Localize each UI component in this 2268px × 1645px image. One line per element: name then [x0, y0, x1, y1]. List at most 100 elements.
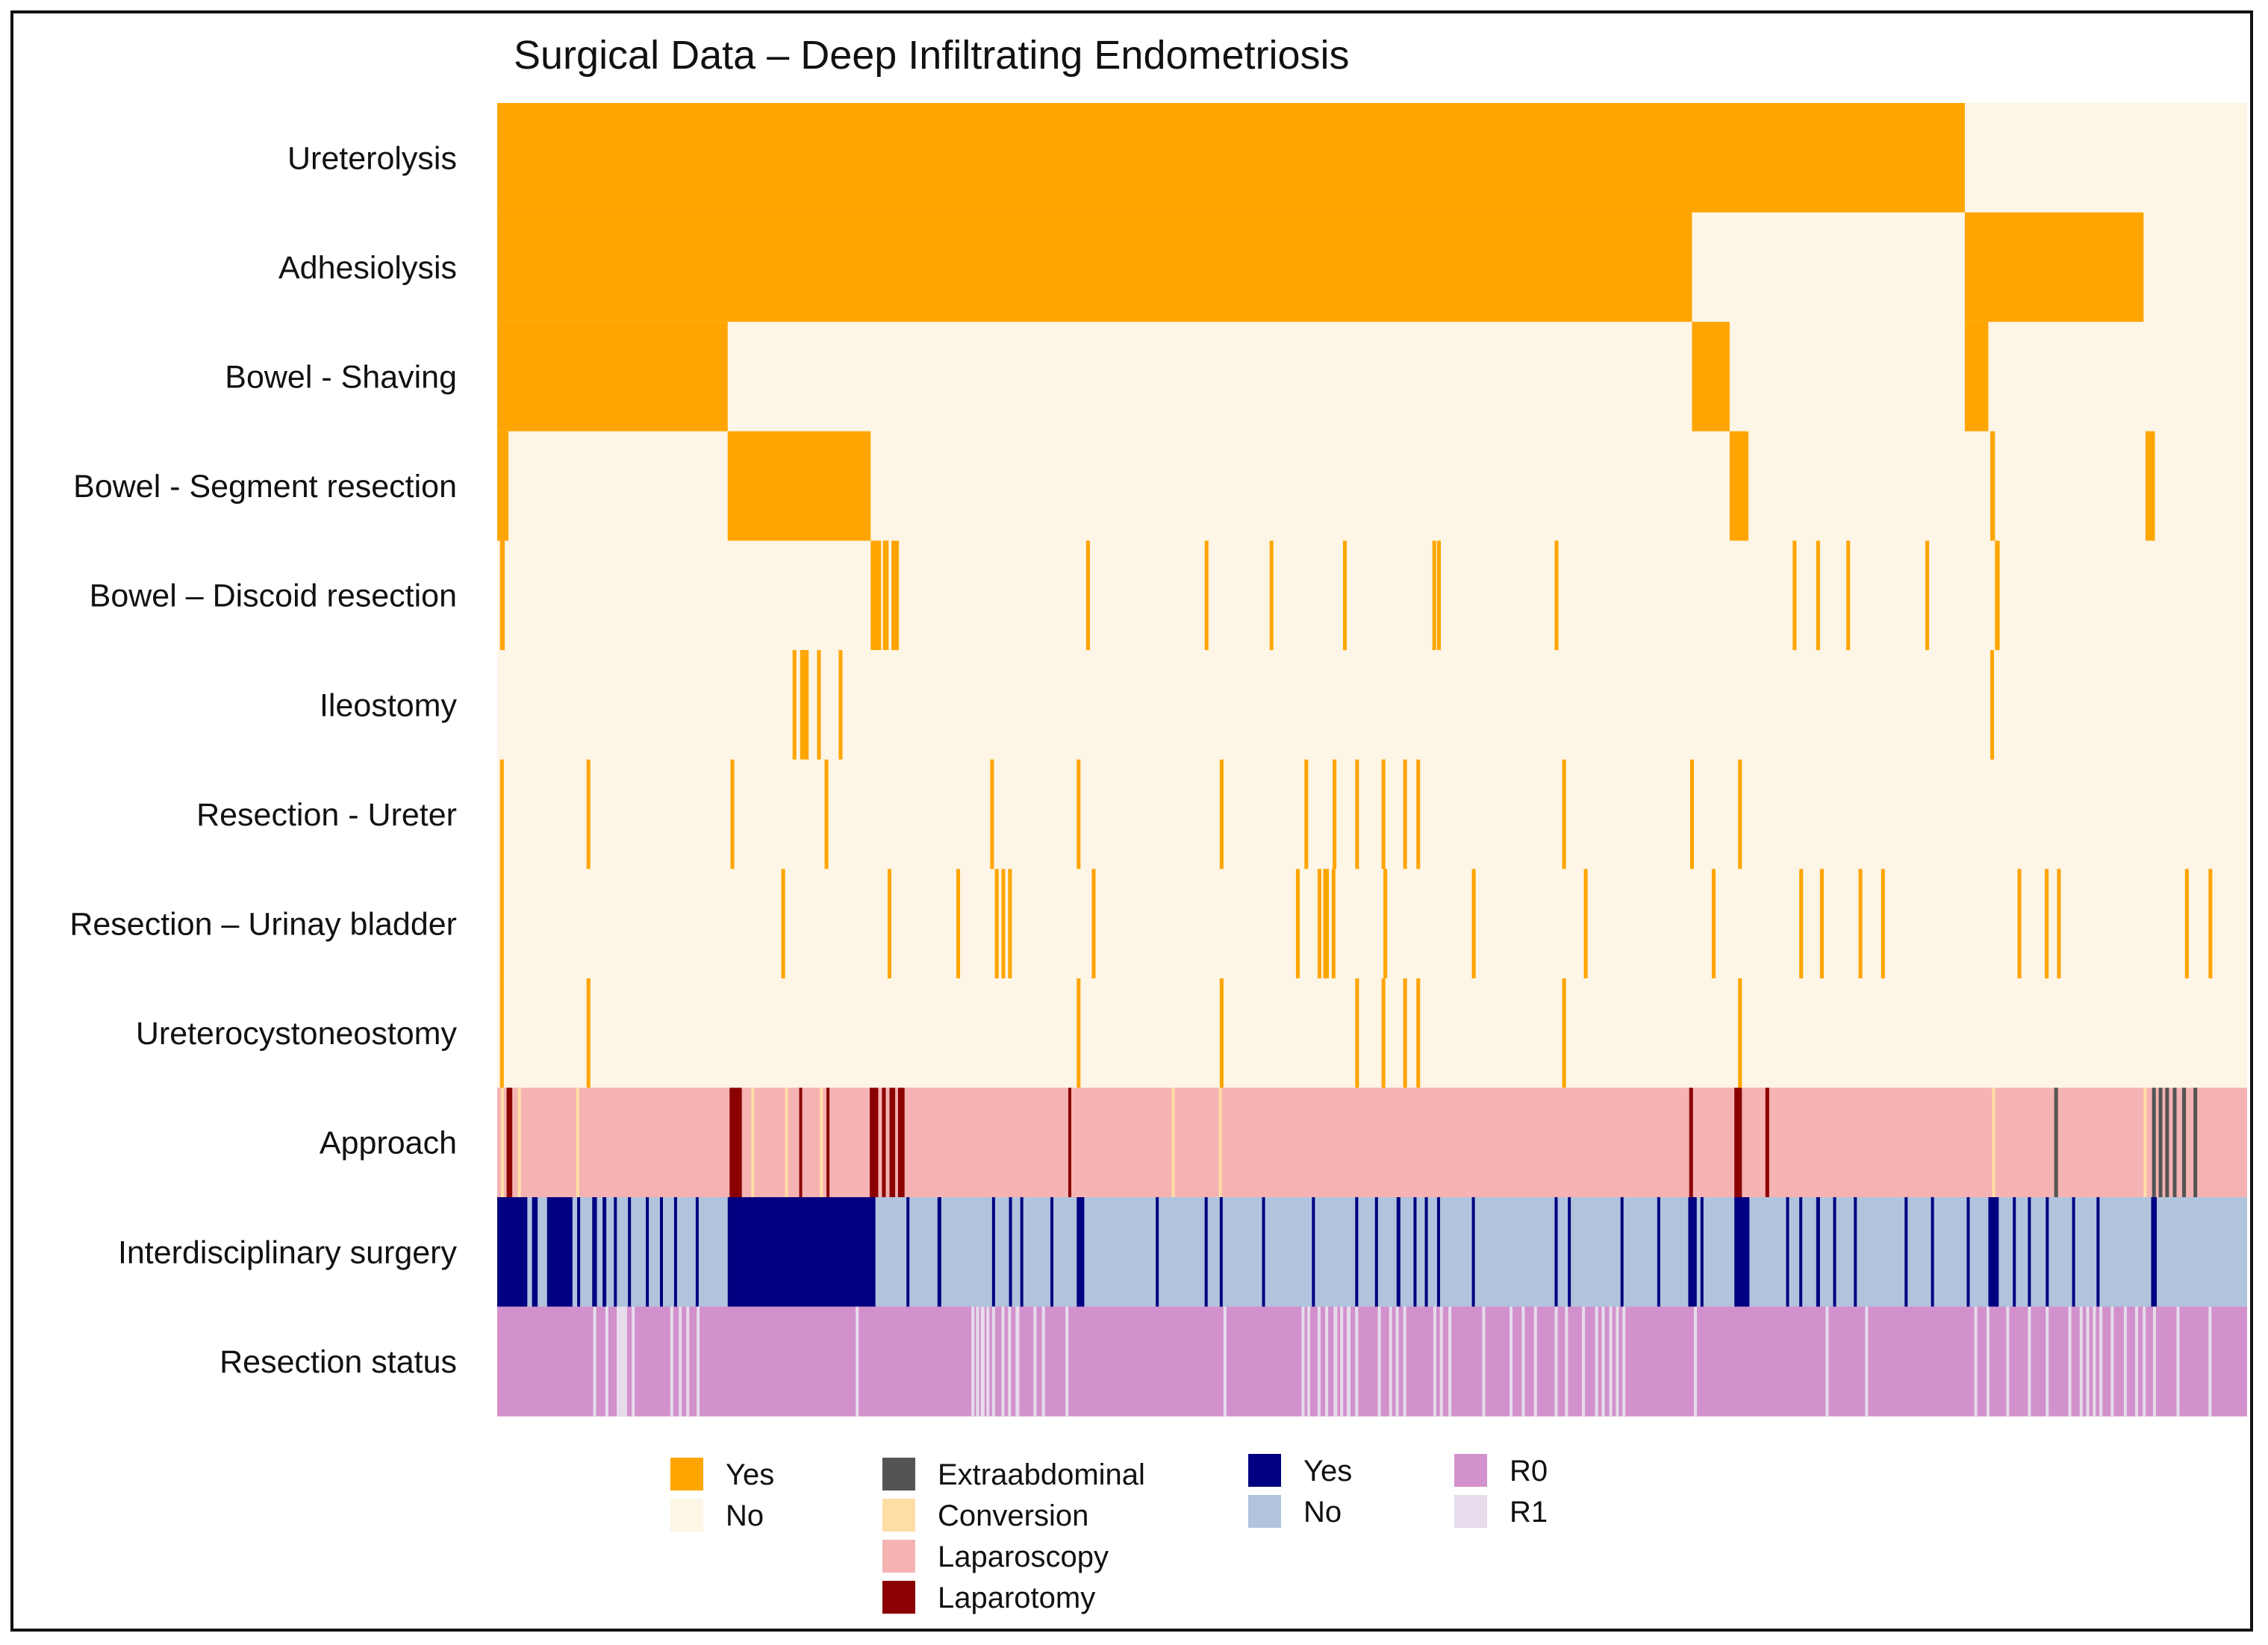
- heatmap-cell: [1622, 1306, 1626, 1417]
- heatmap-cell: [1436, 1197, 1440, 1308]
- heatmap-cell: [2143, 1087, 2147, 1198]
- heatmap-cell: [2110, 1306, 2114, 1417]
- heatmap-cell: [1595, 1306, 1598, 1417]
- legend-label: Extraabdominal: [938, 1458, 1145, 1491]
- heatmap-row-ureterocystoneostomy: [497, 978, 2247, 1088]
- heatmap-cell: [1432, 540, 1436, 651]
- heatmap-cell: [1346, 1306, 1351, 1417]
- heatmap-cell: [2057, 869, 2061, 979]
- heatmap-cell: [2193, 1087, 2198, 1198]
- heatmap-cell: [577, 1197, 581, 1308]
- figure-frame: [10, 10, 2253, 1632]
- heatmap-cell: [1416, 978, 1421, 1088]
- heatmap-cell: [1307, 1306, 1311, 1417]
- heatmap-cell: [1204, 540, 1209, 651]
- heatmap-cell: [870, 540, 882, 651]
- heatmap-cell: [1734, 1087, 1742, 1198]
- heatmap-cell: [1931, 1197, 1934, 1308]
- heatmap-cell: [673, 1197, 677, 1308]
- heatmap-cell: [1433, 1306, 1436, 1417]
- heatmap-cell: [820, 1087, 823, 1198]
- heatmap-cell: [1377, 1306, 1381, 1417]
- heatmap-cell: [751, 1087, 755, 1198]
- heatmap-cell: [838, 650, 843, 761]
- heatmap-cell: [679, 1306, 682, 1417]
- heatmap-cell: [1323, 869, 1330, 979]
- heatmap-cell: [1403, 1306, 1406, 1417]
- heatmap-cell: [1833, 1197, 1836, 1308]
- heatmap-cell: [1657, 1197, 1660, 1308]
- heatmap-cell: [1562, 759, 1566, 870]
- heatmap-cell: [882, 540, 889, 651]
- heatmap-cell: [1799, 1197, 1803, 1308]
- heatmap-cell: [1925, 540, 1930, 651]
- heatmap-cell: [891, 540, 900, 651]
- heatmap-cell: [1988, 1197, 1999, 1308]
- heatmap-cell: [1964, 212, 2144, 322]
- heatmap-cell: [501, 1087, 505, 1198]
- legend-approach: Extraabdominal Conversion Laparoscopy Lapar…: [882, 1458, 1145, 1614]
- heatmap-row-bowel-discoid-resection: [497, 540, 2247, 651]
- legend-label: Conversion: [938, 1499, 1088, 1532]
- heatmap-cell: [1403, 978, 1407, 1088]
- heatmap-cell: [727, 431, 871, 541]
- heatmap-cell: [614, 1197, 617, 1308]
- heatmap-cell: [1689, 1087, 1693, 1198]
- heatmap-cell: [1324, 1306, 1328, 1417]
- chart-title: Surgical Data – Deep Infiltrating Endome…: [514, 33, 1350, 78]
- heatmap-cell: [990, 759, 994, 870]
- heatmap-cell: [1085, 540, 1090, 651]
- heatmap-cell: [826, 1087, 830, 1198]
- heatmap-cell: [1582, 1306, 1586, 1417]
- heatmap-cell: [1792, 540, 1797, 651]
- legend-label: R1: [1510, 1496, 1548, 1529]
- heatmap-cell: [1471, 869, 1476, 979]
- heatmap-cell: [1689, 759, 1694, 870]
- heatmap-cell: [2046, 1306, 2049, 1417]
- heatmap-cell: [1033, 1306, 1037, 1417]
- heatmap-cell: [695, 1197, 699, 1308]
- heatmap-cell: [1616, 1306, 1619, 1417]
- heatmap-cell: [2017, 869, 2022, 979]
- heatmap-cell: [1825, 1306, 1829, 1417]
- legend-swatch: [1454, 1454, 1487, 1487]
- heatmap-cell: [1262, 1197, 1265, 1308]
- heatmap-cell: [1295, 869, 1300, 979]
- heatmap-cell: [602, 1197, 607, 1308]
- heatmap-cell: [1050, 1197, 1054, 1308]
- heatmap-cell: [2165, 1087, 2169, 1198]
- heatmap-cell: [646, 1197, 649, 1308]
- legend-interdisciplinary: Yes No: [1248, 1454, 1352, 1529]
- heatmap-cell: [1738, 978, 1742, 1088]
- legend-swatch: [882, 1540, 915, 1573]
- heatmap-cell: [1765, 1087, 1769, 1198]
- heatmap-cell: [1816, 1197, 1820, 1308]
- heatmap-cell: [1269, 540, 1274, 651]
- heatmap-cell: [1374, 1197, 1378, 1308]
- heatmap-cell: [906, 1197, 910, 1308]
- heatmap-cell: [499, 978, 504, 1088]
- heatmap-cell: [506, 1087, 513, 1198]
- heatmap-cell: [729, 1087, 742, 1198]
- heatmap-cell: [2143, 1306, 2146, 1417]
- heatmap-cell: [1156, 1197, 1159, 1308]
- row-label: Resection – Urinay bladder: [69, 907, 457, 943]
- heatmap-cell: [1333, 1306, 1338, 1417]
- row-label: Bowel - Shaving: [225, 360, 457, 396]
- heatmap-cell: [2182, 1087, 2187, 1198]
- legend-binary: Yes No: [670, 1458, 774, 1532]
- heatmap-cell: [1990, 431, 1996, 541]
- heatmap-cell: [1799, 869, 1804, 979]
- heatmap-cell: [1995, 540, 2000, 651]
- heatmap-cell: [1974, 1306, 1978, 1417]
- heatmap-cell: [1509, 1306, 1512, 1417]
- heatmap-cell: [1312, 1197, 1315, 1308]
- heatmap-cell: [2208, 1306, 2212, 1417]
- row-background-bowel-shaving: [497, 322, 2247, 432]
- heatmap-cell: [1986, 1306, 1990, 1417]
- row-label: Bowel – Discoid resection: [90, 578, 457, 614]
- heatmap-cell: [956, 869, 961, 979]
- heatmap-cell: [1077, 1197, 1085, 1308]
- heatmap-cell: [1966, 1197, 1970, 1308]
